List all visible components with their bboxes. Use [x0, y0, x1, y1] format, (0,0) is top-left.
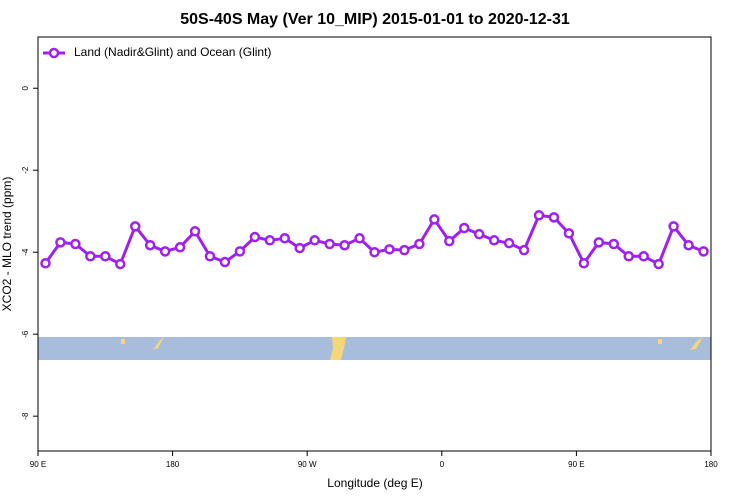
x-tick-label: 180 — [704, 460, 718, 469]
data-point — [159, 246, 171, 257]
data-point — [593, 237, 605, 248]
land-patch — [153, 337, 164, 350]
x-tick-label: 0 — [440, 460, 445, 469]
data-point — [429, 214, 440, 225]
data-point — [399, 244, 410, 256]
y-tick-label: -2 — [21, 166, 30, 174]
data-point — [204, 251, 216, 262]
y-tick-label: -8 — [21, 412, 30, 420]
data-point — [234, 246, 246, 257]
data-point — [698, 246, 709, 257]
data-point — [638, 251, 649, 262]
data-point — [563, 228, 575, 239]
y-tick-label: -6 — [21, 330, 30, 338]
data-point — [174, 242, 186, 253]
data-point — [219, 256, 231, 268]
land-strip — [38, 337, 711, 360]
data-point — [653, 258, 664, 270]
land-patch — [690, 337, 703, 350]
data-point — [40, 258, 51, 269]
data-point — [354, 233, 365, 244]
y-tick-label: 0 — [21, 85, 30, 90]
data-point — [473, 228, 485, 240]
data-point — [115, 258, 126, 270]
data-point — [503, 237, 515, 249]
data-point — [249, 231, 261, 243]
data-point — [458, 222, 470, 234]
data-point — [533, 210, 545, 221]
data-point — [668, 221, 679, 232]
data-point — [578, 258, 590, 269]
land-patch — [658, 339, 662, 344]
data-point — [683, 239, 694, 251]
data-point — [548, 212, 560, 223]
data-point — [264, 235, 276, 246]
data-point — [279, 233, 291, 244]
data-point — [623, 251, 634, 262]
data-point — [369, 246, 380, 258]
data-point — [55, 237, 66, 248]
data-point — [309, 235, 320, 246]
data-point — [294, 242, 305, 254]
data-point — [339, 239, 350, 251]
ocean-band — [38, 337, 711, 360]
data-point — [414, 238, 425, 250]
data-point — [324, 238, 335, 250]
y-axis-label: XCO2 - MLO trend (ppm) — [0, 177, 14, 312]
chart-title: 50S-40S May (Ver 10_MIP) 2015-01-01 to 2… — [180, 11, 570, 28]
plot-frame — [37, 36, 712, 452]
data-point — [100, 251, 111, 262]
x-tick-label: 90 W — [298, 460, 317, 469]
x-tick-label: 90 E — [568, 460, 584, 469]
y-tick-label: -4 — [21, 248, 30, 256]
data-point — [85, 251, 96, 262]
data-point — [608, 238, 620, 250]
x-axis-label: Longitude (deg E) — [327, 476, 422, 490]
data-point — [384, 244, 395, 255]
land-patch — [121, 339, 125, 344]
data-point — [518, 244, 530, 256]
data-point — [144, 239, 156, 251]
data-point — [189, 226, 201, 237]
data-point — [129, 221, 141, 232]
land-patch — [330, 337, 346, 360]
data-point — [444, 235, 455, 247]
legend-label: Land (Nadir&Glint) and Ocean (Glint) — [74, 45, 271, 59]
x-tick-label: 90 E — [30, 460, 46, 469]
legend-marker — [48, 47, 60, 59]
data-point — [70, 238, 81, 250]
data-point — [488, 235, 500, 246]
x-tick-label: 180 — [166, 460, 180, 469]
